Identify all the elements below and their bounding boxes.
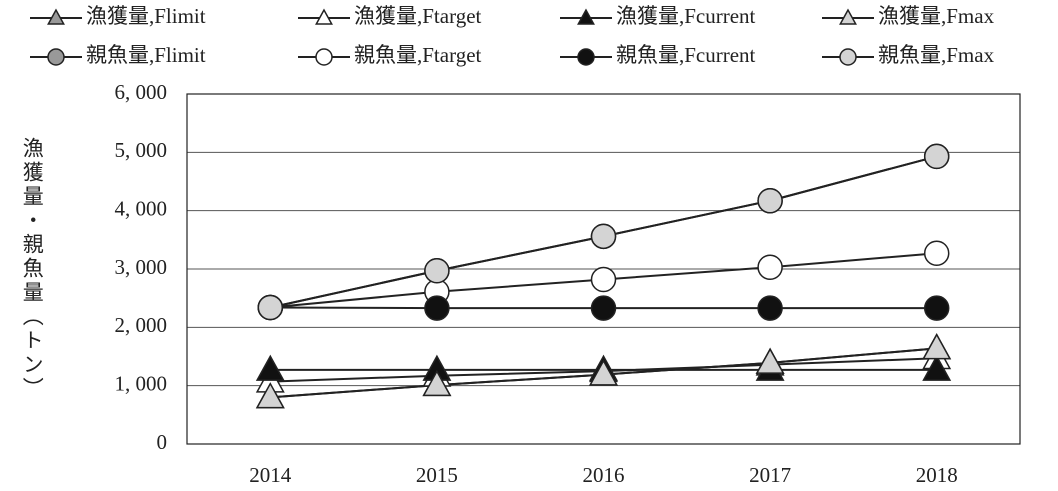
point (923, 295, 950, 321)
legend-label: 漁獲量,Flimit (86, 4, 206, 28)
y-tick-label: 2, 000 (115, 313, 168, 337)
point (590, 295, 617, 321)
point (922, 354, 952, 381)
legend-label: 漁獲量,Fcurrent (616, 4, 756, 28)
legend-label: 漁獲量,Fmax (878, 4, 995, 28)
point (757, 254, 783, 280)
legend-label: 親魚量,Ftarget (354, 43, 482, 67)
legend-marker (577, 8, 595, 25)
x-tick-label: 2017 (749, 463, 791, 487)
point (589, 359, 618, 386)
y-tick-label: 3, 000 (115, 255, 168, 279)
point (757, 188, 783, 214)
x-tick-label: 2015 (416, 463, 458, 487)
y-tick-label: 1, 000 (115, 371, 168, 395)
point (590, 223, 617, 250)
plot-frame (186, 93, 1021, 445)
legend-marker (315, 48, 333, 66)
legend-marker (315, 8, 333, 25)
point (424, 258, 450, 284)
legend-label: 親魚量,Fcurrent (616, 43, 756, 67)
point (755, 347, 785, 374)
y-axis-label: 漁獲量・親魚量（トン） (20, 137, 44, 401)
point (923, 240, 950, 266)
y-tick-label: 0 (157, 430, 168, 454)
x-tick-label: 2018 (916, 463, 958, 487)
legend-label: 漁獲量,Ftarget (354, 4, 482, 28)
point (590, 266, 617, 293)
x-tick-label: 2014 (249, 463, 292, 487)
point (923, 143, 950, 170)
point (422, 369, 452, 397)
point (255, 382, 285, 409)
legend-marker (839, 8, 857, 25)
x-tick-label: 2016 (583, 463, 625, 487)
point (257, 294, 284, 321)
y-tick-label: 6, 000 (115, 80, 168, 104)
y-tick-label: 4, 000 (115, 196, 168, 220)
point (255, 354, 285, 381)
point (757, 295, 783, 321)
y-tick-label: 5, 000 (115, 138, 168, 162)
legend-label: 親魚量,Fmax (878, 43, 995, 67)
legend-marker (47, 48, 65, 66)
legend-marker (47, 8, 65, 25)
point (424, 295, 450, 321)
point (922, 333, 952, 360)
legend-label: 親魚量,Flimit (86, 43, 206, 67)
legend-marker (577, 48, 595, 66)
legend-marker (839, 48, 857, 66)
